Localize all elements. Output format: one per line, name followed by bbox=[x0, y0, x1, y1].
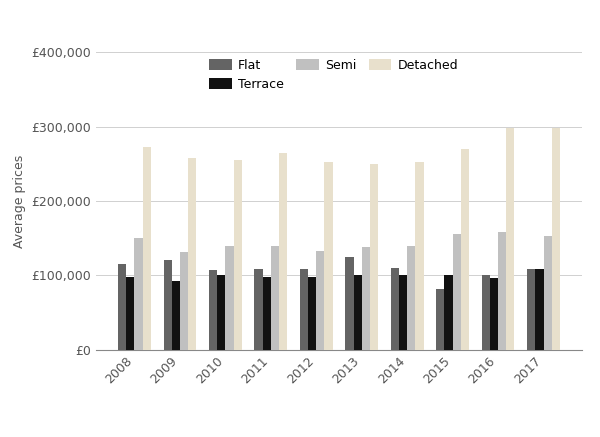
Bar bbox=[415, 163, 424, 350]
Bar bbox=[233, 160, 242, 350]
Y-axis label: Average prices: Average prices bbox=[13, 154, 26, 248]
Bar bbox=[445, 275, 452, 350]
Bar bbox=[172, 281, 180, 350]
Bar bbox=[254, 269, 263, 350]
Bar bbox=[300, 269, 308, 350]
Bar bbox=[535, 269, 544, 350]
Bar bbox=[490, 277, 498, 350]
Bar bbox=[263, 277, 271, 350]
Bar bbox=[399, 275, 407, 350]
Bar bbox=[209, 270, 217, 350]
Bar bbox=[188, 158, 196, 350]
Bar bbox=[461, 149, 469, 350]
Bar bbox=[279, 153, 287, 350]
Bar bbox=[134, 238, 143, 350]
Bar bbox=[407, 246, 415, 350]
Bar bbox=[362, 247, 370, 350]
Bar bbox=[391, 268, 399, 350]
Bar bbox=[346, 257, 353, 350]
Bar bbox=[353, 275, 362, 350]
Legend: Flat, Terrace, Semi, Detached: Flat, Terrace, Semi, Detached bbox=[209, 59, 458, 91]
Bar bbox=[118, 264, 126, 350]
Bar bbox=[143, 147, 151, 350]
Bar bbox=[544, 236, 552, 350]
Bar bbox=[498, 232, 506, 350]
Bar bbox=[325, 163, 332, 350]
Bar bbox=[452, 234, 461, 350]
Bar bbox=[482, 275, 490, 350]
Bar bbox=[217, 275, 226, 350]
Bar bbox=[370, 164, 378, 350]
Bar bbox=[271, 246, 279, 350]
Bar bbox=[126, 277, 134, 350]
Bar bbox=[506, 128, 514, 350]
Bar bbox=[527, 269, 535, 350]
Bar bbox=[316, 251, 325, 350]
Bar bbox=[552, 128, 560, 350]
Bar bbox=[164, 260, 172, 350]
Bar bbox=[180, 252, 188, 350]
Bar bbox=[226, 246, 233, 350]
Bar bbox=[436, 289, 445, 350]
Bar bbox=[308, 277, 316, 350]
